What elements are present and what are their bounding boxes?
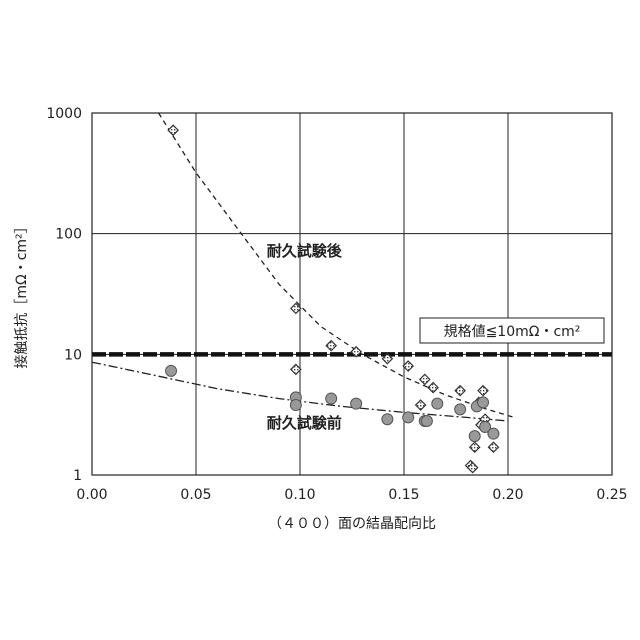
x-axis-label: （４００）面の結晶配向比 xyxy=(268,516,436,532)
data-point-before-test xyxy=(403,412,414,423)
x-tick-label: 0.00 xyxy=(76,487,107,503)
y-tick-label: 1000 xyxy=(46,106,82,122)
data-point-before-test xyxy=(326,393,337,404)
x-tick-label: 0.25 xyxy=(596,487,627,503)
data-point-before-test xyxy=(351,398,362,409)
data-point-before-test xyxy=(421,416,432,427)
plot-area xyxy=(92,113,612,475)
x-tick-label: 0.15 xyxy=(388,487,419,503)
data-point-before-test xyxy=(478,397,489,408)
x-tick-label: 0.20 xyxy=(492,487,523,503)
x-tick-label: 0.10 xyxy=(284,487,315,503)
y-tick-label: 10 xyxy=(64,347,82,363)
data-point-before-test xyxy=(432,398,443,409)
data-point-before-test xyxy=(488,428,499,439)
data-point-before-test xyxy=(469,431,480,442)
data-point-before-test xyxy=(382,414,393,425)
data-point-before-test xyxy=(455,404,466,415)
y-tick-label: 1 xyxy=(73,468,82,484)
y-tick-label: 100 xyxy=(55,227,82,243)
x-tick-label: 0.05 xyxy=(180,487,211,503)
series-annotation: 耐久試験前 xyxy=(267,414,342,432)
y-axis-label: 接触抵抗［mΩ・cm²］ xyxy=(13,219,30,368)
data-point-before-test xyxy=(166,365,177,376)
series-annotation: 耐久試験後 xyxy=(267,242,343,260)
reference-line-label: 規格値≦10mΩ・cm² xyxy=(444,324,581,340)
data-point-before-test xyxy=(290,400,301,411)
